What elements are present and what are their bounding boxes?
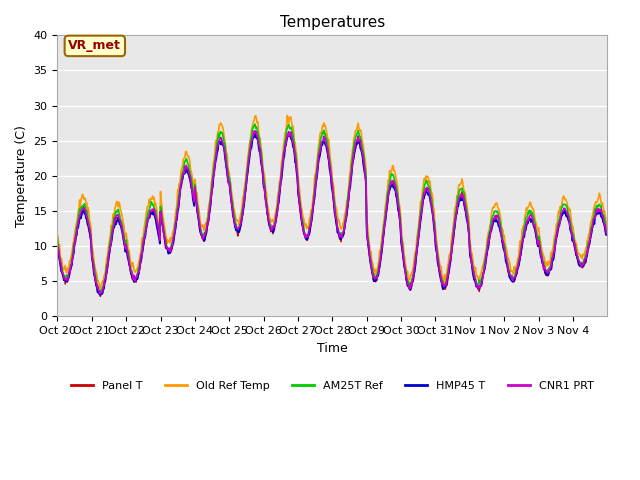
Old Ref Temp <box>96 286 104 291</box>
HMP45 T <box>119 231 127 237</box>
AM25T Ref <box>390 175 398 180</box>
CNR1 PRT <box>251 128 259 133</box>
HMP45 T <box>54 244 61 250</box>
Line: Old Ref Temp: Old Ref Temp <box>58 116 607 288</box>
Old Ref Temp <box>284 113 291 119</box>
AM25T Ref <box>96 291 104 297</box>
Line: HMP45 T: HMP45 T <box>58 134 607 295</box>
HMP45 T <box>421 191 429 197</box>
Old Ref Temp <box>268 219 275 225</box>
AM25T Ref <box>54 236 61 241</box>
AM25T Ref <box>421 181 429 187</box>
Old Ref Temp <box>119 216 127 221</box>
HMP45 T <box>603 232 611 238</box>
HMP45 T <box>251 132 259 137</box>
Y-axis label: Temperature (C): Temperature (C) <box>15 125 28 227</box>
Panel T <box>268 227 276 232</box>
AM25T Ref <box>268 227 276 233</box>
AM25T Ref <box>251 121 259 127</box>
Panel T <box>247 144 255 150</box>
Legend: Panel T, Old Ref Temp, AM25T Ref, HMP45 T, CNR1 PRT: Panel T, Old Ref Temp, AM25T Ref, HMP45 … <box>67 376 598 395</box>
CNR1 PRT <box>119 229 127 235</box>
HMP45 T <box>96 292 104 298</box>
Title: Temperatures: Temperatures <box>280 15 385 30</box>
Panel T <box>252 130 260 135</box>
CNR1 PRT <box>268 227 276 232</box>
Old Ref Temp <box>220 129 227 135</box>
CNR1 PRT <box>54 240 61 246</box>
HMP45 T <box>247 146 255 152</box>
AM25T Ref <box>247 136 255 142</box>
CNR1 PRT <box>421 191 429 197</box>
X-axis label: Time: Time <box>317 342 348 355</box>
Old Ref Temp <box>390 168 398 174</box>
AM25T Ref <box>603 228 611 233</box>
Panel T <box>119 230 127 236</box>
CNR1 PRT <box>603 230 611 236</box>
CNR1 PRT <box>220 143 227 148</box>
Line: AM25T Ref: AM25T Ref <box>58 124 607 294</box>
CNR1 PRT <box>390 178 398 184</box>
Text: VR_met: VR_met <box>68 39 121 52</box>
Panel T <box>603 232 611 238</box>
Panel T <box>54 241 61 247</box>
CNR1 PRT <box>97 291 104 297</box>
Old Ref Temp <box>421 175 429 181</box>
Line: Panel T: Panel T <box>58 132 607 297</box>
AM25T Ref <box>119 225 127 230</box>
CNR1 PRT <box>247 142 255 148</box>
HMP45 T <box>268 228 276 233</box>
HMP45 T <box>390 184 398 190</box>
Panel T <box>97 294 104 300</box>
AM25T Ref <box>220 137 227 143</box>
Old Ref Temp <box>603 225 611 230</box>
Panel T <box>390 180 398 186</box>
HMP45 T <box>220 144 227 149</box>
Line: CNR1 PRT: CNR1 PRT <box>58 131 607 294</box>
Old Ref Temp <box>247 134 255 140</box>
Old Ref Temp <box>54 232 61 238</box>
Panel T <box>421 192 429 198</box>
Panel T <box>220 144 227 149</box>
